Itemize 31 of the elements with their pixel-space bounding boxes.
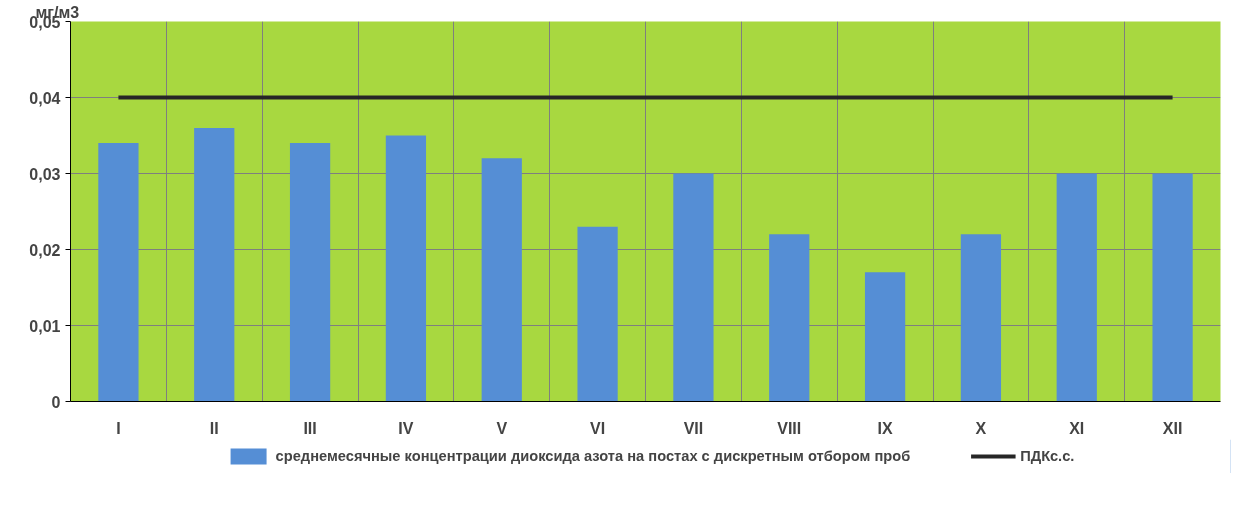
bar bbox=[98, 143, 139, 402]
bar bbox=[960, 234, 1002, 402]
legend-label: среднемесячные концентрации диоксида азота на постах с дискретным отбором проб bbox=[275, 448, 911, 464]
x-tick-label: III bbox=[303, 419, 317, 437]
x-tick-label: XI bbox=[1069, 419, 1085, 437]
x-tick-label: IX bbox=[877, 419, 893, 437]
y-tick-label: 0 bbox=[51, 393, 61, 411]
bar bbox=[481, 158, 522, 402]
bar bbox=[1056, 173, 1097, 402]
bar bbox=[577, 226, 618, 402]
bar bbox=[769, 234, 810, 402]
x-tick-label: IV bbox=[398, 419, 414, 437]
y-tick-label: 0,02 bbox=[29, 241, 61, 259]
x-tick-label: VII bbox=[683, 419, 704, 437]
y-tick-label: 0,03 bbox=[29, 165, 61, 183]
x-tick-label: VIII bbox=[777, 419, 802, 437]
bar bbox=[1152, 173, 1193, 402]
x-tick-label: VI bbox=[590, 419, 606, 437]
y-tick-label: 0,01 bbox=[29, 317, 61, 335]
x-tick-label: I bbox=[116, 419, 121, 437]
bar bbox=[289, 143, 331, 402]
x-tick-label: X bbox=[975, 419, 987, 437]
bar bbox=[673, 173, 714, 402]
legend-label: ПДКс.с. bbox=[1020, 448, 1075, 464]
bar bbox=[864, 272, 906, 402]
bar bbox=[194, 127, 235, 402]
x-tick-label: II bbox=[209, 419, 219, 437]
x-tick-label: XII bbox=[1162, 419, 1183, 437]
bar bbox=[385, 135, 427, 402]
x-tick-label: V bbox=[496, 419, 508, 437]
y-tick-label: 0,04 bbox=[29, 89, 61, 107]
